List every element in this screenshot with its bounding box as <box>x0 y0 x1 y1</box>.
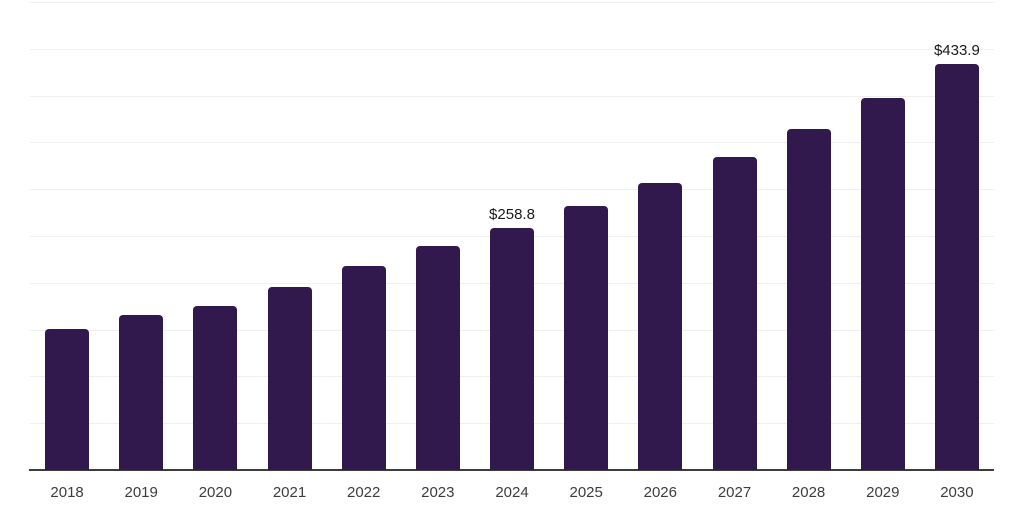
x-axis-line <box>29 469 994 471</box>
value-label-2030: $433.9 <box>933 41 980 59</box>
bar-2030 <box>934 63 979 470</box>
x-tick-label-2018: 2018 <box>50 484 84 501</box>
x-tick-label-2030: 2030 <box>940 484 974 501</box>
bar-2029 <box>860 98 905 470</box>
bar-2023 <box>415 246 460 470</box>
x-tick-label-2029: 2029 <box>866 484 900 501</box>
x-tick-label-2020: 2020 <box>198 484 233 501</box>
x-tick-label-2028: 2028 <box>791 484 826 501</box>
gridline <box>30 2 994 3</box>
gridline <box>30 48 994 50</box>
x-tick-label-2019: 2019 <box>124 484 158 501</box>
x-tick-label-2027: 2027 <box>717 484 752 501</box>
gridline <box>30 189 994 191</box>
bar-2019 <box>119 315 164 470</box>
bar-2027 <box>712 157 757 470</box>
bar-2028 <box>786 129 831 470</box>
bar-2021 <box>267 287 312 470</box>
x-tick-label-2025: 2025 <box>569 484 603 501</box>
x-tick-label-2022: 2022 <box>347 484 381 501</box>
bar-2026 <box>638 183 683 470</box>
x-tick-label-2024: 2024 <box>495 484 529 501</box>
bar-2022 <box>341 266 386 470</box>
gridline <box>30 95 994 97</box>
bar-2025 <box>564 206 609 470</box>
bar-2018 <box>45 329 90 470</box>
x-tick-label-2026: 2026 <box>643 484 677 501</box>
x-tick-label-2021: 2021 <box>272 484 307 501</box>
bar-2020 <box>193 306 238 470</box>
value-label-2024: $258.8 <box>489 205 535 223</box>
gridline <box>30 142 994 144</box>
x-tick-label-2023: 2023 <box>421 484 455 501</box>
bar-2024 <box>490 227 534 470</box>
